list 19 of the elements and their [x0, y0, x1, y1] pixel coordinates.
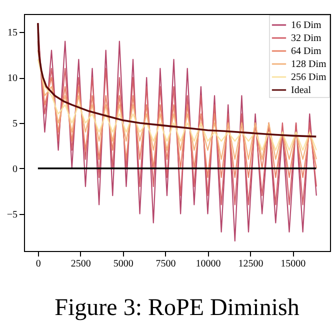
text: Figure 3: RoPE Diminish — [54, 295, 300, 321]
x-tick-label: 10000 — [196, 258, 221, 270]
legend-label: Ideal — [291, 85, 312, 96]
legend-label: 16 Dim — [291, 20, 322, 31]
legend-label: 256 Dim — [291, 72, 326, 83]
x-tick-label: 0 — [36, 258, 41, 270]
legend-label: 128 Dim — [291, 59, 326, 70]
y-tick-label: −5 — [6, 209, 18, 220]
legend-label: 32 Dim — [291, 33, 322, 44]
x-tick-label: 12500 — [238, 258, 264, 270]
y-tick-label: 10 — [8, 73, 18, 84]
x-tick-label: 7500 — [156, 258, 176, 270]
legend-label: 64 Dim — [291, 46, 322, 57]
y-tick-label: 0 — [12, 164, 18, 175]
y-tick-label: 5 — [12, 118, 18, 130]
x-tick-label: 2500 — [70, 258, 91, 270]
y-tick-label: 15 — [8, 28, 18, 39]
x-tick-label: 5000 — [113, 258, 134, 270]
x-tick-label: 15000 — [280, 258, 306, 270]
